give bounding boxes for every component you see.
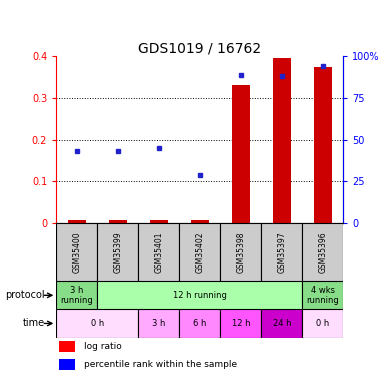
Bar — [262, 223, 302, 281]
Text: GSM35397: GSM35397 — [277, 231, 286, 273]
Text: GSM35399: GSM35399 — [113, 231, 122, 273]
Bar — [97, 281, 302, 309]
Text: 12 h running: 12 h running — [173, 291, 227, 300]
Bar — [59, 341, 75, 352]
Bar — [109, 220, 127, 223]
Text: 3 h: 3 h — [152, 319, 166, 328]
Bar — [314, 67, 332, 223]
Bar — [149, 220, 168, 223]
Text: 24 h: 24 h — [273, 319, 291, 328]
Text: percentile rank within the sample: percentile rank within the sample — [83, 360, 237, 369]
Text: GSM35402: GSM35402 — [195, 231, 204, 273]
Text: protocol: protocol — [5, 290, 45, 300]
Bar — [68, 220, 86, 223]
Bar — [232, 86, 250, 223]
Title: GDS1019 / 16762: GDS1019 / 16762 — [138, 41, 262, 55]
Text: GSM35396: GSM35396 — [319, 231, 327, 273]
Text: 3 h
running: 3 h running — [61, 286, 93, 305]
Text: 0 h: 0 h — [91, 319, 104, 328]
Text: 6 h: 6 h — [193, 319, 206, 328]
Text: log ratio: log ratio — [83, 342, 121, 351]
Text: 4 wks
running: 4 wks running — [307, 286, 339, 305]
Text: 12 h: 12 h — [232, 319, 250, 328]
Bar — [220, 223, 262, 281]
Bar — [138, 223, 179, 281]
Bar — [273, 58, 291, 223]
Bar — [179, 223, 220, 281]
Text: GSM35400: GSM35400 — [72, 231, 81, 273]
Text: GSM35401: GSM35401 — [154, 231, 163, 273]
Bar — [56, 223, 97, 281]
Bar — [302, 223, 343, 281]
Bar — [59, 359, 75, 370]
Bar — [97, 223, 138, 281]
Bar — [302, 309, 343, 338]
Text: 0 h: 0 h — [316, 319, 329, 328]
Text: time: time — [23, 318, 45, 328]
Bar — [262, 309, 302, 338]
Bar — [138, 309, 179, 338]
Bar — [191, 220, 209, 223]
Text: GSM35398: GSM35398 — [236, 231, 245, 273]
Bar — [179, 309, 220, 338]
Bar — [56, 309, 138, 338]
Bar — [56, 281, 97, 309]
Bar — [302, 281, 343, 309]
Bar — [220, 309, 262, 338]
